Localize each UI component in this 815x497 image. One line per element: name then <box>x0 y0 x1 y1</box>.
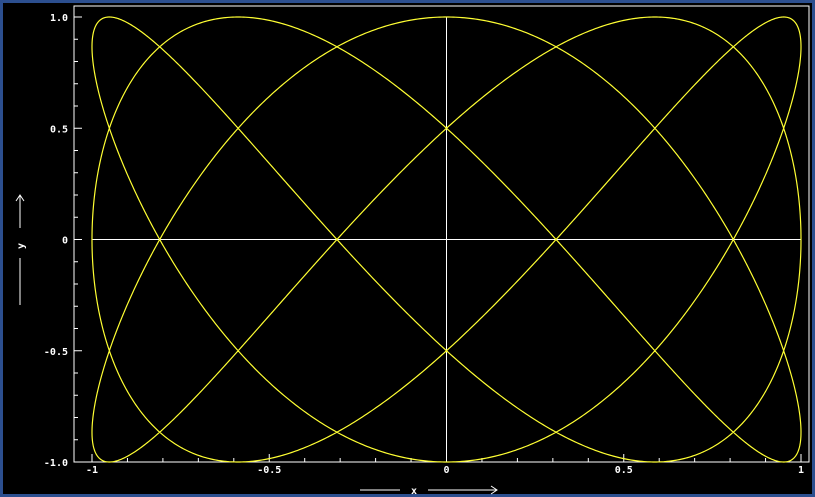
x-tick-label: 0.5 <box>615 465 633 476</box>
y-tick-label: -1.0 <box>44 458 68 469</box>
x-tick-label: 0 <box>443 465 449 476</box>
y-axis-label: y <box>16 243 27 249</box>
y-axis-label-group: y <box>15 194 27 305</box>
x-tick-label: -1 <box>86 465 98 476</box>
y-axis-arrow-head <box>15 194 25 202</box>
y-tick-label: 0.5 <box>50 124 68 135</box>
x-axis-arrow-head <box>490 485 498 495</box>
y-tick-label: 0 <box>62 236 68 247</box>
x-tick-label: -0.5 <box>257 465 281 476</box>
axis-ticks: -1.0 -0.5 0 0.5 1.0 -1 -0.5 0 0.5 1 <box>44 13 804 476</box>
series-curve <box>91 16 802 463</box>
x-axis-label-group: x <box>360 485 498 497</box>
x-axis-label: x <box>411 486 417 497</box>
x-tick-label: 1 <box>798 465 804 476</box>
y-tick-label: -0.5 <box>44 347 68 358</box>
plot-area <box>73 5 810 463</box>
y-tick-label: 1.0 <box>50 13 68 24</box>
